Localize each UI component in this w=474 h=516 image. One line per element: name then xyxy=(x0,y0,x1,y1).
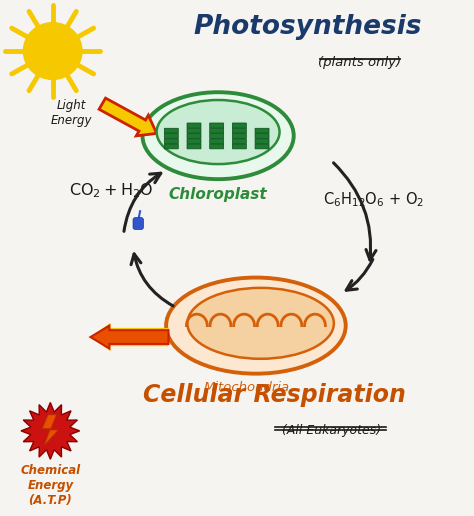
FancyBboxPatch shape xyxy=(255,128,269,133)
Text: Chemical
Energy
(A.T.P): Chemical Energy (A.T.P) xyxy=(20,464,81,507)
FancyBboxPatch shape xyxy=(187,134,201,138)
FancyBboxPatch shape xyxy=(255,134,269,138)
FancyArrow shape xyxy=(99,98,156,136)
Ellipse shape xyxy=(187,288,334,359)
Text: $\mathregular{C_6H_{12}O_6}$ + $\mathregular{O_2}$: $\mathregular{C_6H_{12}O_6}$ + $\mathreg… xyxy=(323,190,425,209)
FancyArrow shape xyxy=(91,323,168,351)
FancyBboxPatch shape xyxy=(187,123,201,128)
FancyBboxPatch shape xyxy=(232,139,246,143)
Text: Chloroplast: Chloroplast xyxy=(169,187,267,202)
Ellipse shape xyxy=(143,92,294,179)
Text: Mitochondria: Mitochondria xyxy=(203,380,290,394)
FancyBboxPatch shape xyxy=(164,128,178,133)
Text: Light
Energy: Light Energy xyxy=(51,99,92,127)
FancyBboxPatch shape xyxy=(232,144,246,149)
FancyBboxPatch shape xyxy=(232,128,246,133)
Polygon shape xyxy=(42,415,58,445)
Text: Cellular Respiration: Cellular Respiration xyxy=(143,383,406,407)
FancyBboxPatch shape xyxy=(164,144,178,149)
FancyBboxPatch shape xyxy=(232,123,246,128)
FancyBboxPatch shape xyxy=(210,123,224,128)
FancyBboxPatch shape xyxy=(232,134,246,138)
FancyBboxPatch shape xyxy=(210,128,224,133)
Polygon shape xyxy=(21,402,80,459)
FancyArrow shape xyxy=(91,326,168,348)
FancyBboxPatch shape xyxy=(187,144,201,149)
FancyBboxPatch shape xyxy=(164,139,178,143)
Ellipse shape xyxy=(156,100,280,164)
FancyBboxPatch shape xyxy=(187,139,201,143)
FancyBboxPatch shape xyxy=(210,139,224,143)
FancyBboxPatch shape xyxy=(210,144,224,149)
FancyBboxPatch shape xyxy=(255,144,269,149)
Circle shape xyxy=(23,23,82,79)
FancyBboxPatch shape xyxy=(187,128,201,133)
Text: $\mathregular{CO_2 + H_2O}$: $\mathregular{CO_2 + H_2O}$ xyxy=(70,181,154,200)
FancyBboxPatch shape xyxy=(164,134,178,138)
Ellipse shape xyxy=(166,278,346,374)
Text: (All Eukaryotes): (All Eukaryotes) xyxy=(282,424,381,437)
Text: Photosynthesis: Photosynthesis xyxy=(194,14,422,40)
Text: (plants only): (plants only) xyxy=(319,56,401,69)
FancyBboxPatch shape xyxy=(210,134,224,138)
FancyBboxPatch shape xyxy=(255,139,269,143)
FancyBboxPatch shape xyxy=(133,218,144,230)
